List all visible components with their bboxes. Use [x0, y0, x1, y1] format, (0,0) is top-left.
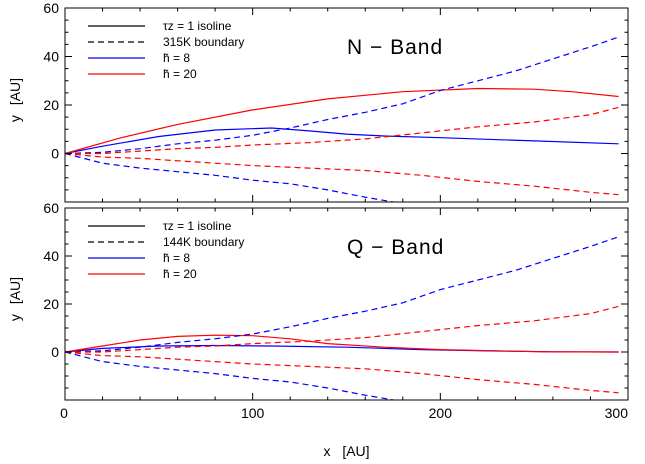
legend-label: 315K boundary	[163, 35, 244, 49]
tick-layer: 0 20 40 60	[43, 0, 628, 202]
legend-label: τz = 1 isoline	[163, 219, 232, 233]
x-axis-label: x [AU]	[323, 443, 369, 459]
y-tick-label: 0	[51, 344, 59, 360]
panel-n-band: 0 20 40 60 τz = 1 isoline 315K boundary h̃ = …	[7, 0, 628, 202]
y-tick-label: 40	[43, 248, 59, 264]
y-tick-label: 40	[43, 49, 59, 65]
band-label: Q − Band	[347, 236, 444, 259]
legend-label: 144K boundary	[163, 235, 244, 249]
y-tick-label: 60	[43, 200, 59, 216]
legend-label: h̃ = 8	[163, 51, 190, 65]
legend: τz = 1 isoline 144K boundary h̃ = 8 h̃ = 20	[88, 219, 244, 281]
series-line-5	[65, 352, 619, 393]
legend-label: h̃ = 20	[163, 267, 197, 281]
y-tick-label: 20	[43, 97, 59, 113]
y-tick-label: 60	[43, 0, 59, 16]
x-tick-label: 200	[429, 405, 453, 421]
y-tick-label: 20	[43, 296, 59, 312]
x-tick-label: 100	[241, 405, 265, 421]
legend-label: τz = 1 isoline	[163, 19, 232, 33]
legend-label: h̃ = 8	[163, 251, 190, 265]
band-label: N − Band	[347, 36, 443, 59]
series-layer	[65, 237, 619, 400]
y-tick-label: 0	[51, 146, 59, 162]
series-line-2	[65, 37, 619, 153]
series-line-1	[65, 89, 619, 154]
x-tick-label: 300	[605, 405, 629, 421]
y-axis-label: y [AU]	[7, 78, 23, 122]
y-axis-label: y [AU]	[7, 277, 23, 321]
x-tick-label: 0	[60, 405, 68, 421]
series-line-3	[65, 154, 393, 203]
tick-layer: 0 100 200 300 0 20 40 60	[43, 200, 628, 421]
panel-q-band: 0 100 200 300 0 20 40 60 τz = 1 isoline 144K bou…	[7, 200, 628, 459]
legend-label: h̃ = 20	[163, 67, 197, 81]
series-layer	[65, 37, 619, 202]
series-line-4	[65, 306, 619, 352]
series-line-3	[65, 352, 393, 400]
series-line-4	[65, 107, 619, 153]
legend: τz = 1 isoline 315K boundary h̃ = 8 h̃ = 20	[88, 19, 244, 81]
series-line-2	[65, 237, 619, 352]
series-line-5	[65, 154, 619, 195]
